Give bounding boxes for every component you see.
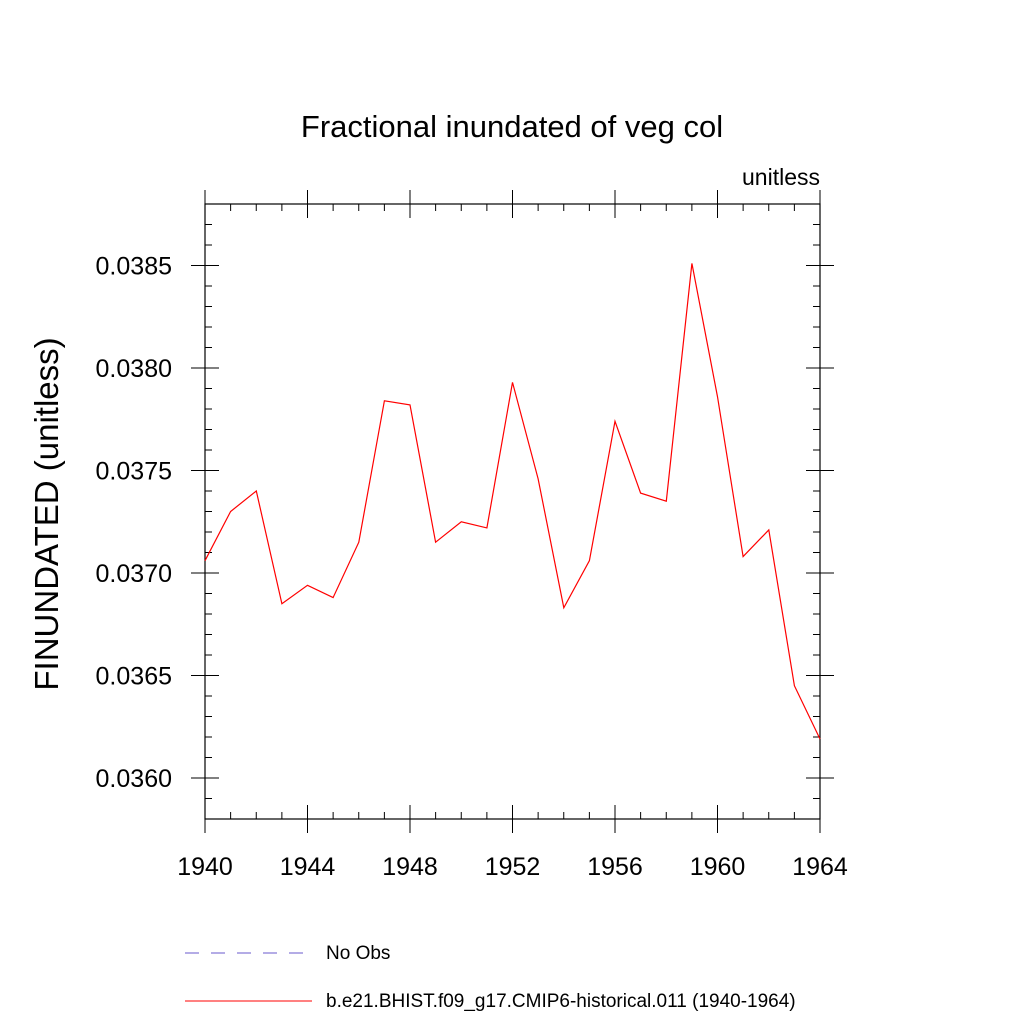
y-tick-label: 0.0385: [96, 253, 172, 281]
chart-title: Fractional inundated of veg col: [301, 109, 723, 144]
minor-ticks: [204, 203, 821, 820]
y-tick-label: 0.0375: [96, 458, 172, 486]
x-tick-label: 1952: [485, 853, 541, 881]
series-group: [204, 263, 821, 740]
x-tick-label: 1940: [177, 853, 233, 881]
y-tick-label: 0.0365: [96, 663, 172, 691]
legend: No Obs b.e21.BHIST.f09_g17.CMIP6-histori…: [185, 943, 796, 1012]
x-tick-label: 1944: [280, 853, 336, 881]
y-axis-label: FINUNDATED (unitless): [28, 337, 65, 690]
x-tick-label: 1956: [587, 853, 643, 881]
legend-label-no-obs: No Obs: [326, 943, 390, 964]
x-tick-labels: 1940 1944 1948 1952 1956 1960 1964: [177, 853, 848, 881]
units-label: unitless: [742, 164, 820, 190]
y-tick-label: 0.0360: [96, 765, 172, 793]
x-tick-label: 1964: [792, 853, 848, 881]
y-tick-label: 0.0380: [96, 355, 172, 383]
y-tick-labels: 0.0360 0.0365 0.0370 0.0375 0.0380 0.0385: [96, 253, 172, 794]
y-tick-label: 0.0370: [96, 560, 172, 588]
x-tick-label: 1960: [690, 853, 746, 881]
x-tick-label: 1948: [382, 853, 438, 881]
plot-frame: [204, 203, 821, 820]
legend-label-historical: b.e21.BHIST.f09_g17.CMIP6-historical.011…: [326, 991, 796, 1012]
major-ticks: [191, 190, 834, 833]
series-line: [204, 263, 821, 740]
